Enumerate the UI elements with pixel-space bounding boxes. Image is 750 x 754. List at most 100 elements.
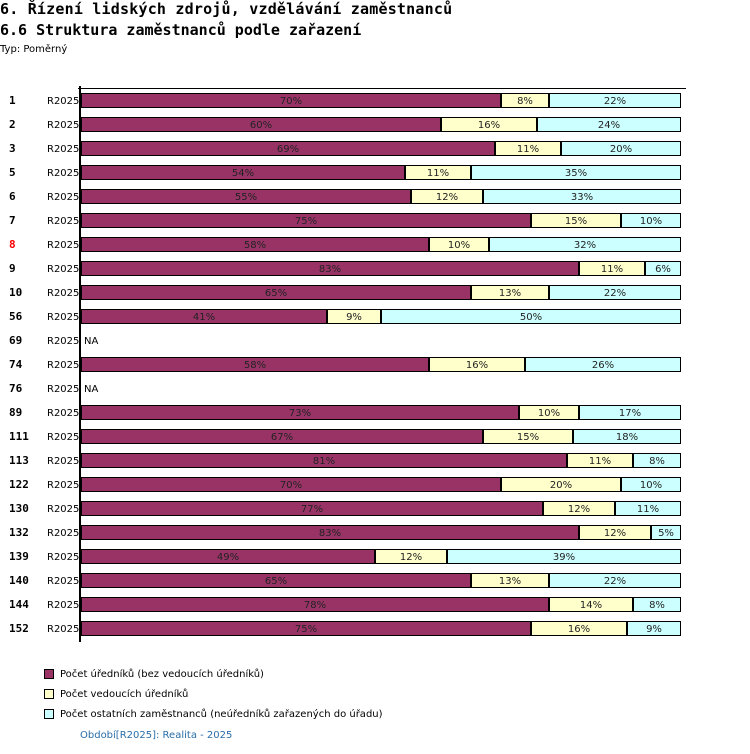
series-label: R2025 [47,384,79,395]
category-label: 9 [9,262,16,275]
bar-segment [81,261,579,276]
data-label: 17% [619,408,641,419]
legend-item-lead-officials: Počet vedoucích úředníků [44,684,383,704]
category-label: 132 [9,526,29,539]
period-link[interactable]: Období[R2025]: Realita - 2025 [80,730,233,741]
na-label: NA [84,384,98,395]
data-label: 15% [517,432,539,443]
bar-segment [471,573,549,588]
bar-segment [375,549,447,564]
data-label: 22% [604,288,626,299]
series-label: R2025 [47,432,79,443]
bar-segment [573,429,681,444]
data-label: 12% [604,528,626,539]
bar-segment [381,309,681,324]
data-label: 22% [604,96,626,107]
bar-segment [441,117,537,132]
bar-segment [429,357,525,372]
series-label: R2025 [47,576,79,587]
bar-segment [615,501,681,516]
data-label: 13% [499,576,521,587]
data-label: 16% [466,360,488,371]
data-label: 10% [448,240,470,251]
series-label: R2025 [47,624,79,635]
series-label: R2025 [47,336,79,347]
data-label: 49% [217,552,239,563]
data-label: 69% [277,144,299,155]
legend-item-other-employees: Počet ostatních zaměstnanců (neúředníků … [44,704,383,724]
legend-label: Počet úředníků (bez vedoucích úředníků) [60,668,264,680]
series-label: R2025 [47,312,79,323]
page-title: 6. Řízení lidských zdrojů, vzdělávání za… [0,0,453,18]
bar-segment [81,309,327,324]
series-label: R2025 [47,408,79,419]
data-label: 70% [280,96,302,107]
chart-type-label: Typ: Poměrný [0,44,68,55]
bar-segment [429,237,489,252]
data-label: 65% [265,576,287,587]
data-label: 75% [295,624,317,635]
bar-segment [81,573,471,588]
bar-segment [81,357,429,372]
bar-segment [567,453,633,468]
bar-segment [411,189,483,204]
bar-segment [525,357,681,372]
bar-segment [645,261,681,276]
series-label: R2025 [47,264,79,275]
data-label: 75% [295,216,317,227]
bar-segment [549,285,681,300]
bar-segment [543,501,615,516]
category-label: 111 [9,430,29,443]
data-label: 24% [598,120,620,131]
series-label: R2025 [47,144,79,155]
data-label: 83% [319,528,341,539]
series-label: R2025 [47,216,79,227]
data-label: 10% [640,216,662,227]
bar-segment [579,261,645,276]
bar-segment [81,237,429,252]
category-label: 56 [9,310,23,323]
series-label: R2025 [47,240,79,251]
data-label: 81% [313,456,335,467]
data-label: 54% [232,168,254,179]
series-label: R2025 [47,480,79,491]
category-label: 5 [9,166,16,179]
bar-segment [471,285,549,300]
data-label: 39% [553,552,575,563]
category-label: 69 [9,334,22,347]
bar-segment [633,453,681,468]
category-label: 152 [9,622,29,635]
legend-swatch [44,669,54,679]
bar-segment [549,597,633,612]
bar-segment [81,525,579,540]
data-label: 22% [604,576,626,587]
series-label: R2025 [47,96,79,107]
bar-segment [501,93,549,108]
bar-segment [627,621,681,636]
category-label: 1 [9,94,16,107]
bar-segment [81,165,405,180]
category-label: 144 [9,598,29,611]
data-label: 78% [304,600,326,611]
bar-segment [447,549,681,564]
bar-segment [81,453,567,468]
data-label: 9% [646,624,662,635]
bar-segment [579,405,681,420]
bar-segment [519,405,579,420]
bar-segment [483,429,573,444]
data-label: 12% [400,552,422,563]
category-label: 76 [9,382,23,395]
data-label: 13% [499,288,521,299]
bar-segment [561,141,681,156]
legend: Počet úředníků (bez vedoucích úředníků) … [44,664,383,724]
category-label: 6 [9,190,16,203]
stacked-bar-chart: 1 R2025 70% 8% 22%2 R2025 60% 16% 24%3 R2025 69% 11… [9,86,686,642]
category-label: 113 [9,454,29,467]
category-label: 74 [9,358,23,371]
bar-segment [651,525,681,540]
data-label: 10% [640,480,662,491]
series-label: R2025 [47,600,79,611]
bar-segment [537,117,681,132]
data-label: 12% [436,192,458,203]
series-label: R2025 [47,168,79,179]
